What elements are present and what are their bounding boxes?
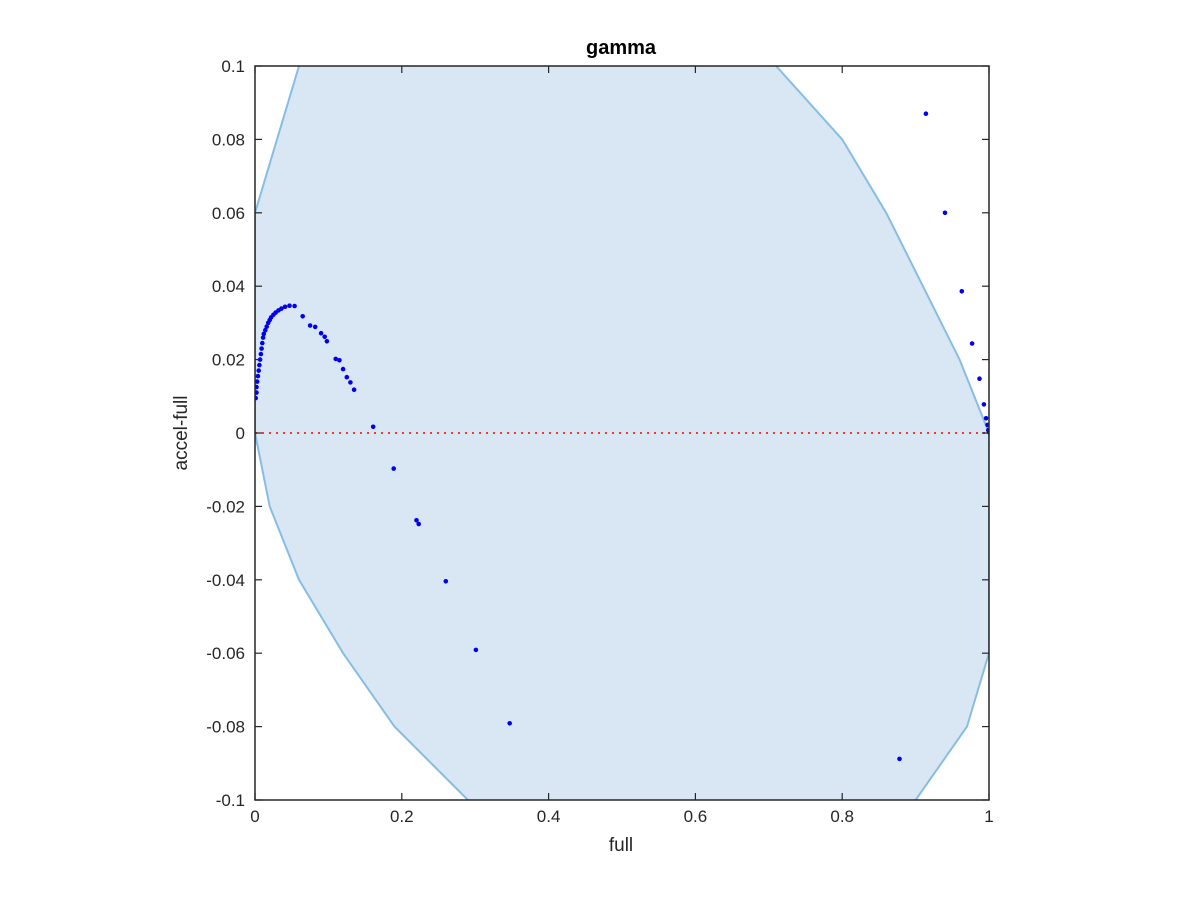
data-point [258,351,264,357]
y-tick-label: -0.06 [206,644,245,663]
data-point [255,379,260,384]
data-point [257,362,262,368]
x-axis-label: full [609,835,633,856]
data-point [507,721,512,726]
data-point [897,756,902,762]
y-tick-label: -0.1 [216,791,245,810]
data-point [370,424,376,430]
y-axis-ticks: -0.1 -0.08 -0.06 -0.04 -0.02 0 0.02 0.04 0.06 0.0… [206,57,989,810]
data-point [416,521,422,527]
data-point [282,304,288,310]
data-point [292,303,297,309]
data-point [969,341,975,346]
data-point [260,335,266,340]
data-point [287,303,292,309]
data-point [261,331,267,337]
data-point [391,466,397,471]
x-tick-label: 1 [984,807,993,826]
data-point [307,323,313,328]
x-tick-label: 0.6 [684,807,708,826]
y-tick-label: 0 [236,424,245,443]
data-point [351,387,357,393]
data-point [981,402,987,407]
data-point [473,647,479,653]
data-point [333,356,339,362]
y-tick-label: -0.04 [206,571,245,590]
y-tick-label: -0.08 [206,718,245,737]
y-tick-label: -0.02 [206,497,245,516]
data-point [312,324,318,330]
data-point [414,518,419,523]
data-point [318,330,324,336]
data-point [255,384,259,390]
data-point [324,339,330,344]
x-tick-label: 0.4 [537,807,561,826]
data-point [985,422,989,428]
x-tick-label: 0 [250,807,259,826]
x-tick-label: 0.8 [830,807,854,826]
data-point [959,289,965,294]
data-point [340,366,346,372]
data-points [255,111,989,762]
y-tick-label: 0.04 [212,277,245,296]
region-boundary-left [255,66,469,800]
data-point [344,374,350,380]
y-tick-label: 0.1 [221,57,245,76]
data-point [977,376,982,382]
data-point [942,210,948,216]
y-axis-label: accel-full [171,396,192,471]
data-point [279,306,284,311]
data-point [255,373,261,379]
y-tick-label: 0.08 [212,130,245,149]
data-point [263,327,268,333]
y-tick-label: 0.06 [212,204,245,223]
data-point [264,324,270,329]
y-tick-label: 0.02 [212,351,245,370]
data-point [443,579,449,584]
data-point [923,111,929,116]
data-point [337,358,342,363]
feasible-region [255,66,989,800]
x-axis-ticks: 0 0.2 0.4 0.6 0.8 1 [250,66,994,826]
data-point [300,314,306,319]
data-point [255,390,259,395]
data-point [983,416,989,421]
plot-area [255,66,989,800]
data-point [322,334,328,340]
data-point [259,346,264,351]
x-tick-label: 0.2 [390,807,414,826]
data-point [256,368,262,373]
region-boundary-right [775,66,989,800]
data-point [348,380,353,385]
data-point [260,340,265,346]
chart-title: gamma [586,37,657,59]
